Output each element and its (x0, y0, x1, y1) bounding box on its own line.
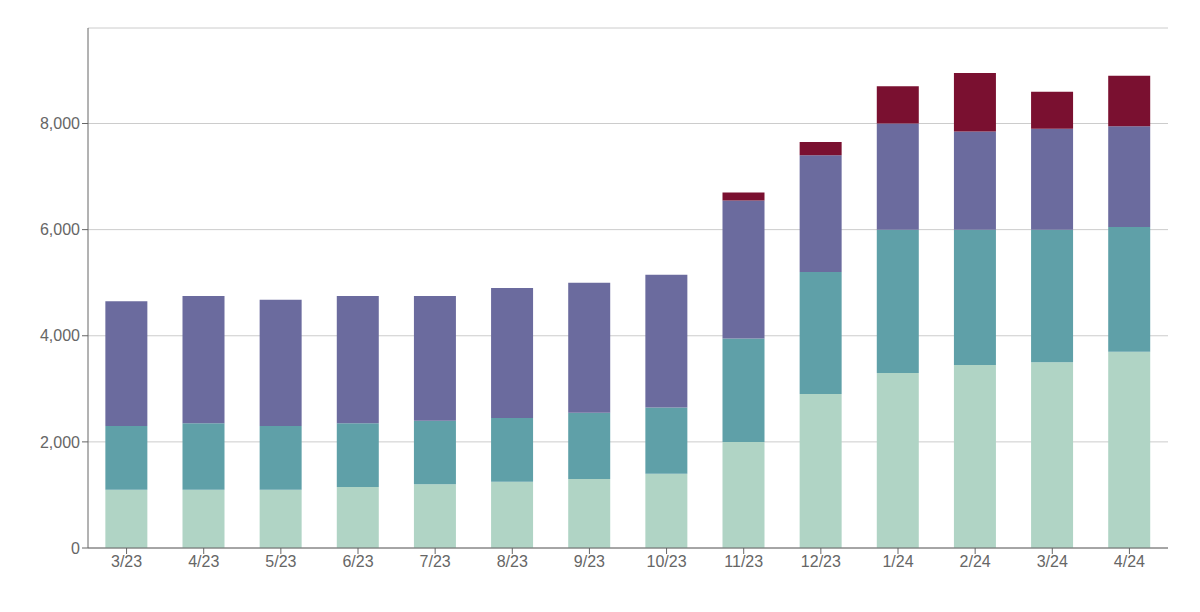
svg-text:12/23: 12/23 (801, 553, 841, 570)
svg-text:8,000: 8,000 (40, 115, 80, 132)
svg-text:4/23: 4/23 (188, 553, 219, 570)
svg-text:4,000: 4,000 (40, 327, 80, 344)
svg-text:8/23: 8/23 (497, 553, 528, 570)
svg-text:0: 0 (71, 540, 80, 557)
svg-text:4/24: 4/24 (1114, 553, 1145, 570)
svg-text:3/23: 3/23 (111, 553, 142, 570)
svg-text:5/23: 5/23 (265, 553, 296, 570)
svg-text:6,000: 6,000 (40, 221, 80, 238)
svg-text:1/24: 1/24 (882, 553, 913, 570)
svg-text:11/23: 11/23 (724, 553, 763, 570)
svg-text:9/23: 9/23 (574, 553, 605, 570)
svg-text:10/23: 10/23 (647, 553, 687, 570)
svg-text:2,000: 2,000 (40, 434, 80, 451)
svg-text:7/23: 7/23 (420, 553, 451, 570)
svg-text:3/24: 3/24 (1037, 553, 1068, 570)
svg-text:6/23: 6/23 (342, 553, 373, 570)
svg-text:2/24: 2/24 (960, 553, 991, 570)
